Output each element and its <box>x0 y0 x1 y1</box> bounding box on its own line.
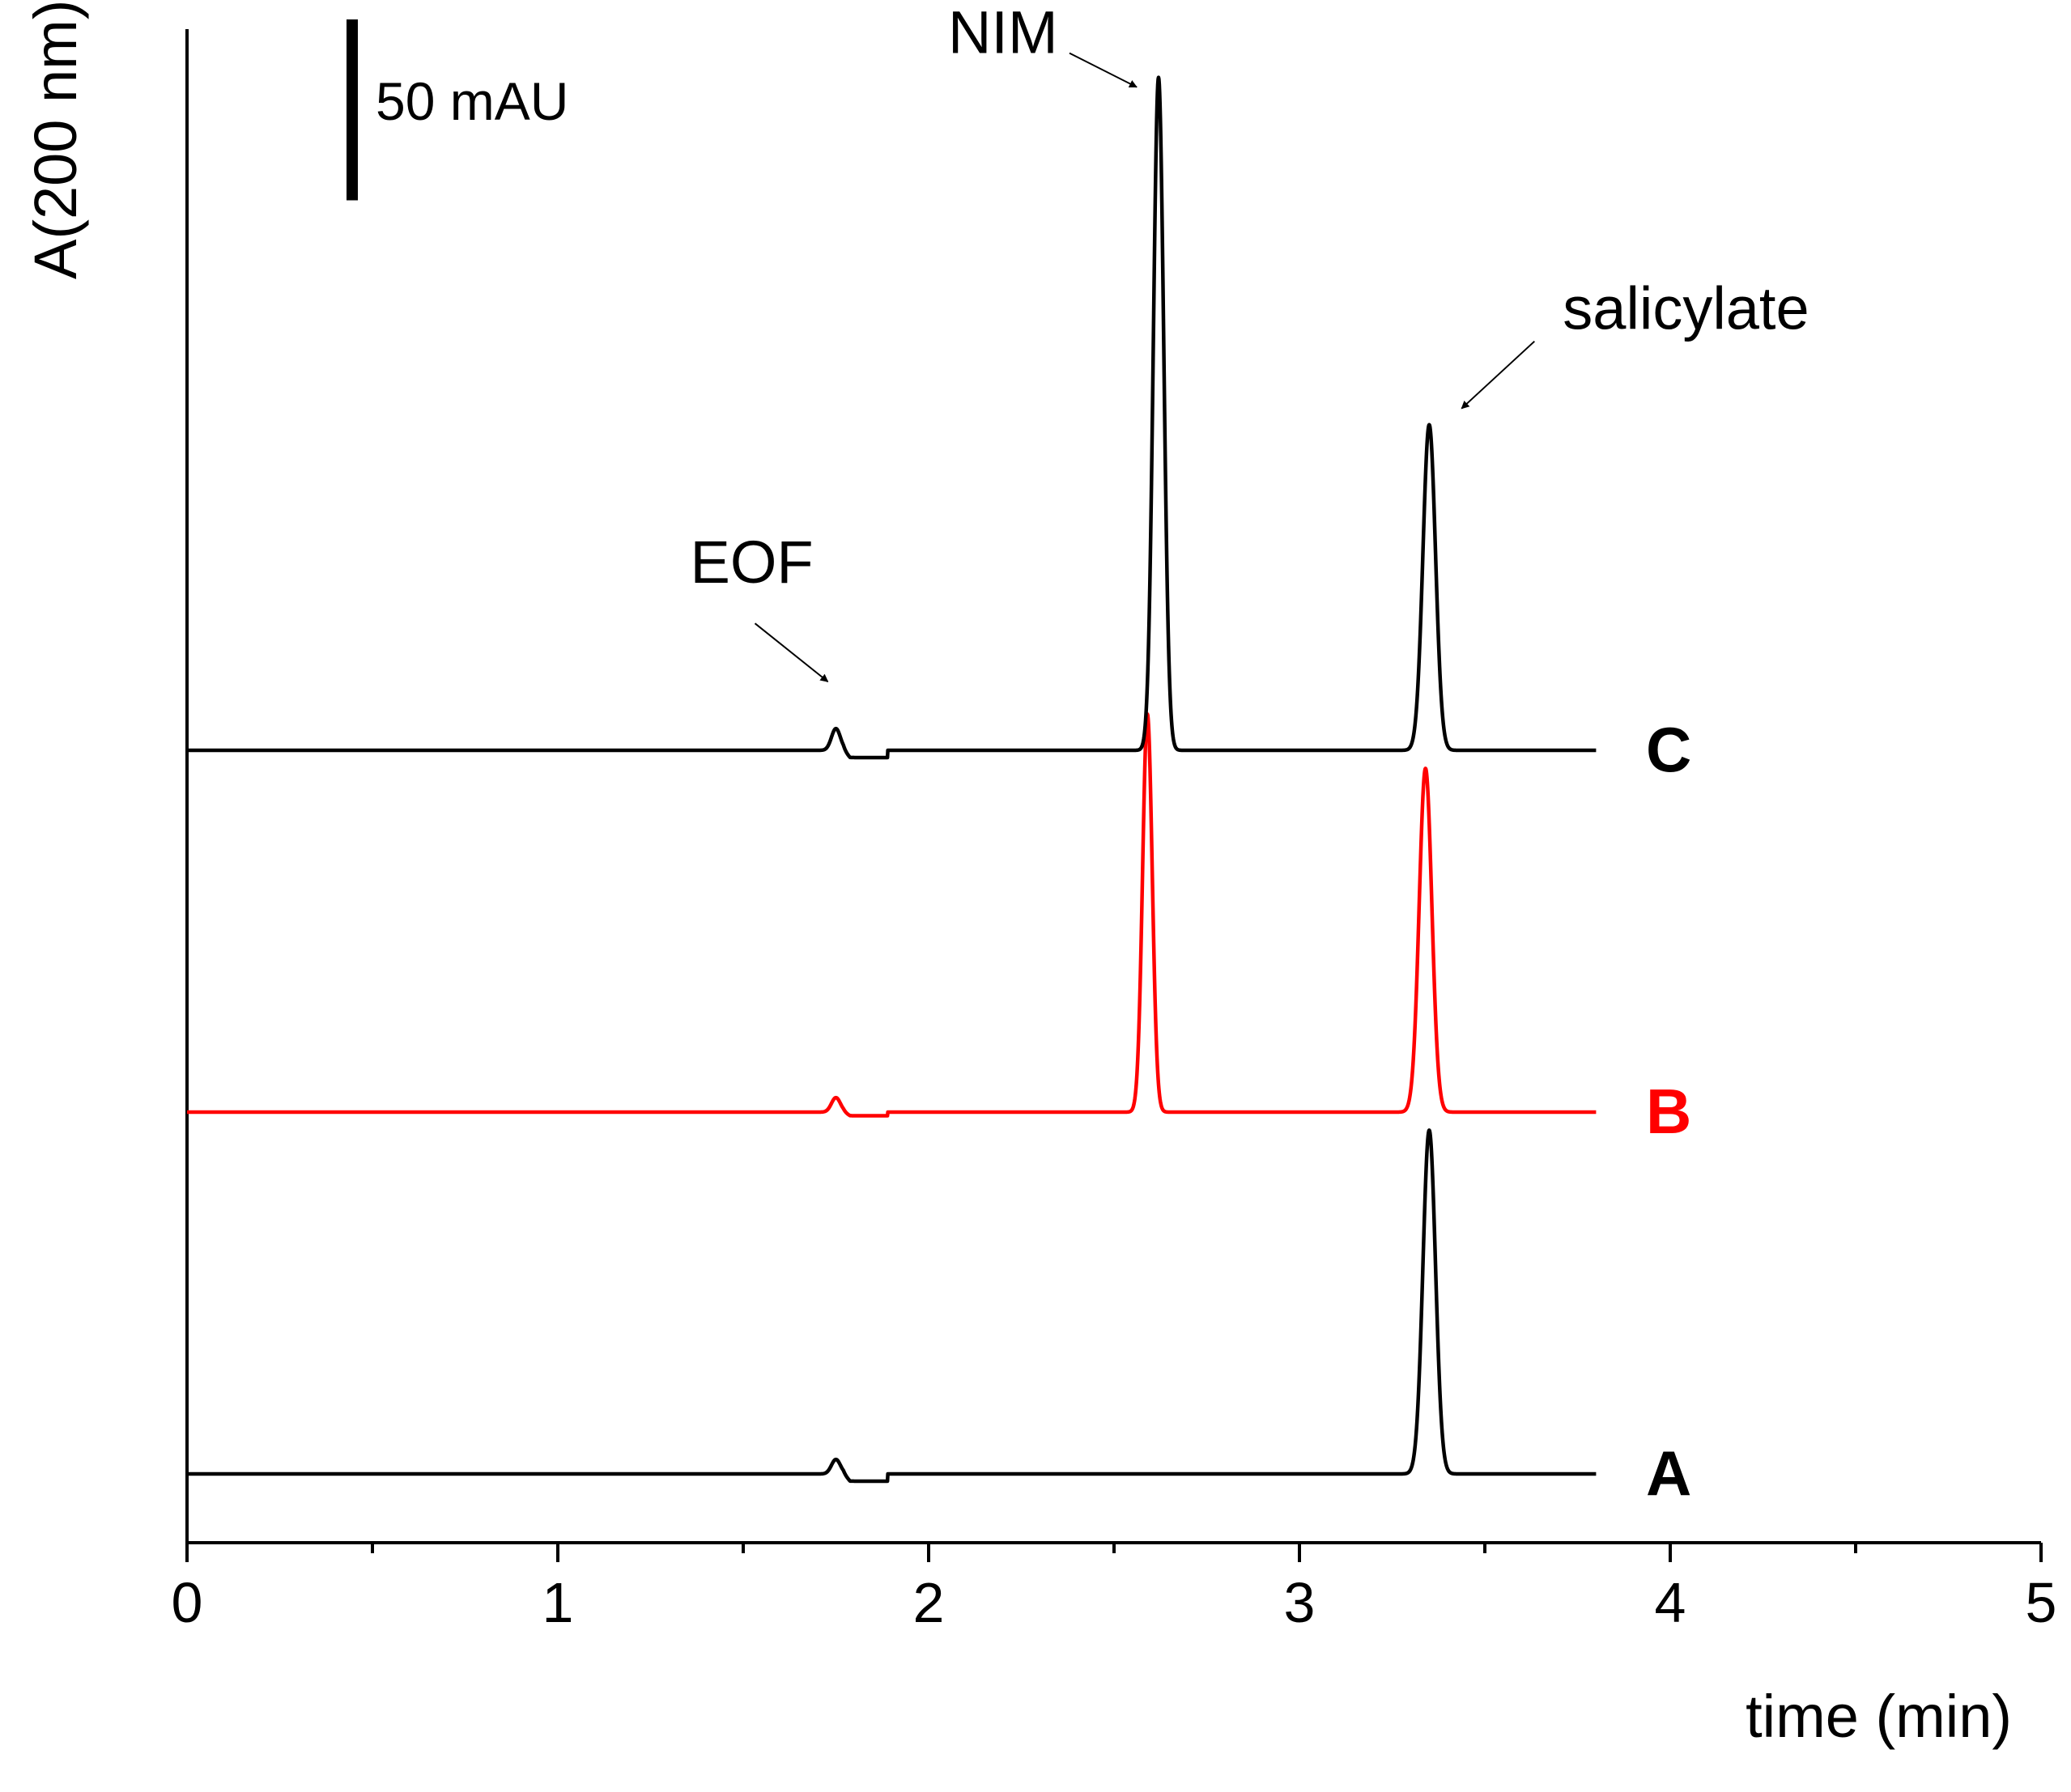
x-axis-ticks: 0 1 2 3 4 5 <box>172 1543 2057 1634</box>
peak-annotations: EOF NIM salicylate <box>691 0 1809 682</box>
annotation-arrow <box>1069 52 1138 88</box>
x-tick-label: 2 <box>913 1571 945 1634</box>
series-label-B: B <box>1646 1076 1691 1147</box>
series-label-C: C <box>1646 714 1691 785</box>
annotation-label: NIM <box>948 0 1058 66</box>
annotation-arrow <box>754 622 829 682</box>
x-tick-label: 1 <box>542 1571 574 1634</box>
series-labels: A B C <box>1646 714 1691 1509</box>
annotation-arrow <box>1461 340 1535 410</box>
x-tick-label: 3 <box>1284 1571 1316 1634</box>
x-tick-label: 5 <box>2026 1571 2057 1634</box>
series-label-A: A <box>1646 1437 1691 1509</box>
y-axis-label: A(200 nm) <box>22 0 89 279</box>
scale-bar-label: 50 mAU <box>376 71 568 131</box>
series-line-B <box>185 712 1598 1118</box>
x-tick-label: 4 <box>1655 1571 1686 1634</box>
x-tick-label: 0 <box>172 1571 203 1634</box>
series-line-A <box>185 1128 1598 1484</box>
x-axis-label: time (min) <box>1746 1683 2012 1750</box>
annotation-label: salicylate <box>1563 275 1809 342</box>
annotation-label: EOF <box>691 529 814 596</box>
series-layer <box>185 75 1598 1484</box>
series-line-C <box>185 75 1598 760</box>
